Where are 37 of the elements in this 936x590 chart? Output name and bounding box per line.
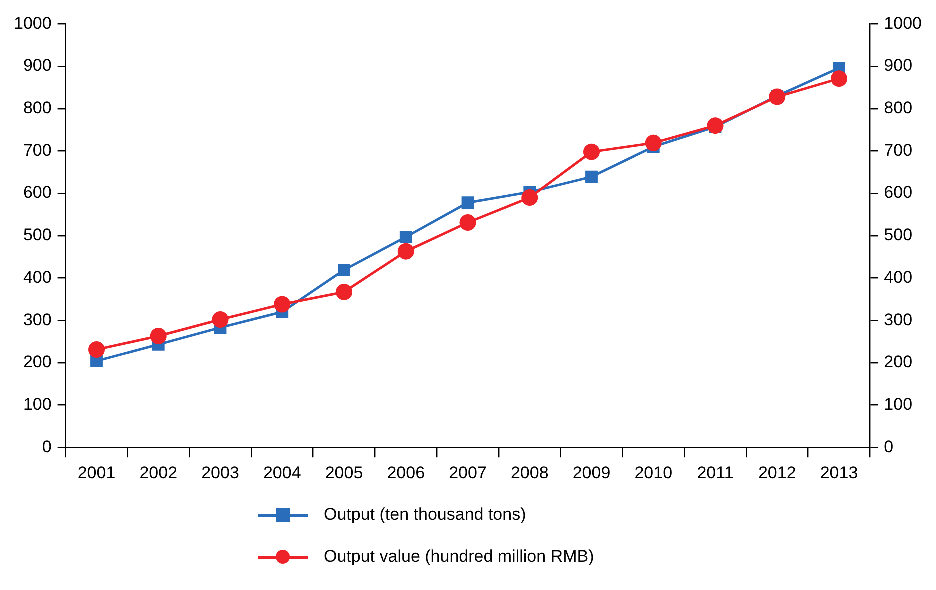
y2-tick-label: 300 [884, 310, 913, 330]
x-tick-label: 2006 [387, 463, 426, 482]
x-tick-label: 2009 [572, 463, 611, 482]
x-tick-label: 2007 [449, 463, 487, 482]
x-tick-label: 2001 [78, 463, 116, 482]
y2-tick-label: 600 [884, 183, 913, 202]
legend-label: Output (ten thousand tons) [324, 505, 526, 525]
y-tick-label: 800 [23, 98, 52, 118]
y2-tick-label: 0 [884, 437, 894, 456]
y-tick-label: 500 [23, 226, 52, 245]
y-tick-label: 900 [23, 56, 52, 76]
y2-tick-label: 500 [884, 226, 913, 245]
y-tick-label: 600 [23, 183, 52, 202]
x-tick-label: 2012 [758, 463, 796, 482]
y-tick-label: 300 [23, 310, 52, 330]
y-tick-label: 700 [23, 140, 52, 160]
y-tick-label: 400 [23, 268, 52, 287]
x-tick-label: 2010 [634, 463, 673, 482]
y2-tick-label: 1000 [884, 14, 922, 33]
y-tick-label: 200 [23, 352, 52, 372]
y-tick-label: 100 [23, 394, 52, 414]
y2-tick-label: 700 [884, 140, 913, 160]
x-tick-label: 2013 [820, 463, 858, 482]
y2-tick-label: 800 [884, 98, 913, 118]
y2-tick-label: 400 [884, 268, 913, 287]
x-tick-label: 2003 [202, 463, 240, 482]
x-tick-label: 2005 [325, 463, 364, 482]
legend-label: Output value (hundred million RMB) [324, 547, 594, 567]
y2-tick-label: 900 [884, 56, 913, 76]
x-tick-label: 2004 [263, 463, 302, 482]
y-tick-label: 1000 [14, 14, 52, 33]
y2-tick-label: 200 [884, 352, 913, 372]
x-tick-label: 2011 [697, 463, 734, 482]
y2-tick-label: 100 [884, 394, 913, 414]
x-tick-label: 2002 [140, 463, 178, 482]
y-tick-label: 0 [42, 437, 52, 456]
x-tick-label: 2008 [510, 463, 549, 482]
